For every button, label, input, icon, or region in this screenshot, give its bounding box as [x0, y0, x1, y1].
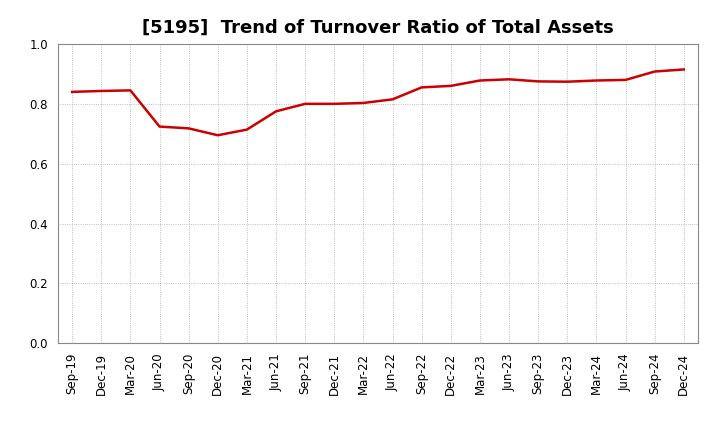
Title: [5195]  Trend of Turnover Ratio of Total Assets: [5195] Trend of Turnover Ratio of Total …	[142, 19, 614, 37]
